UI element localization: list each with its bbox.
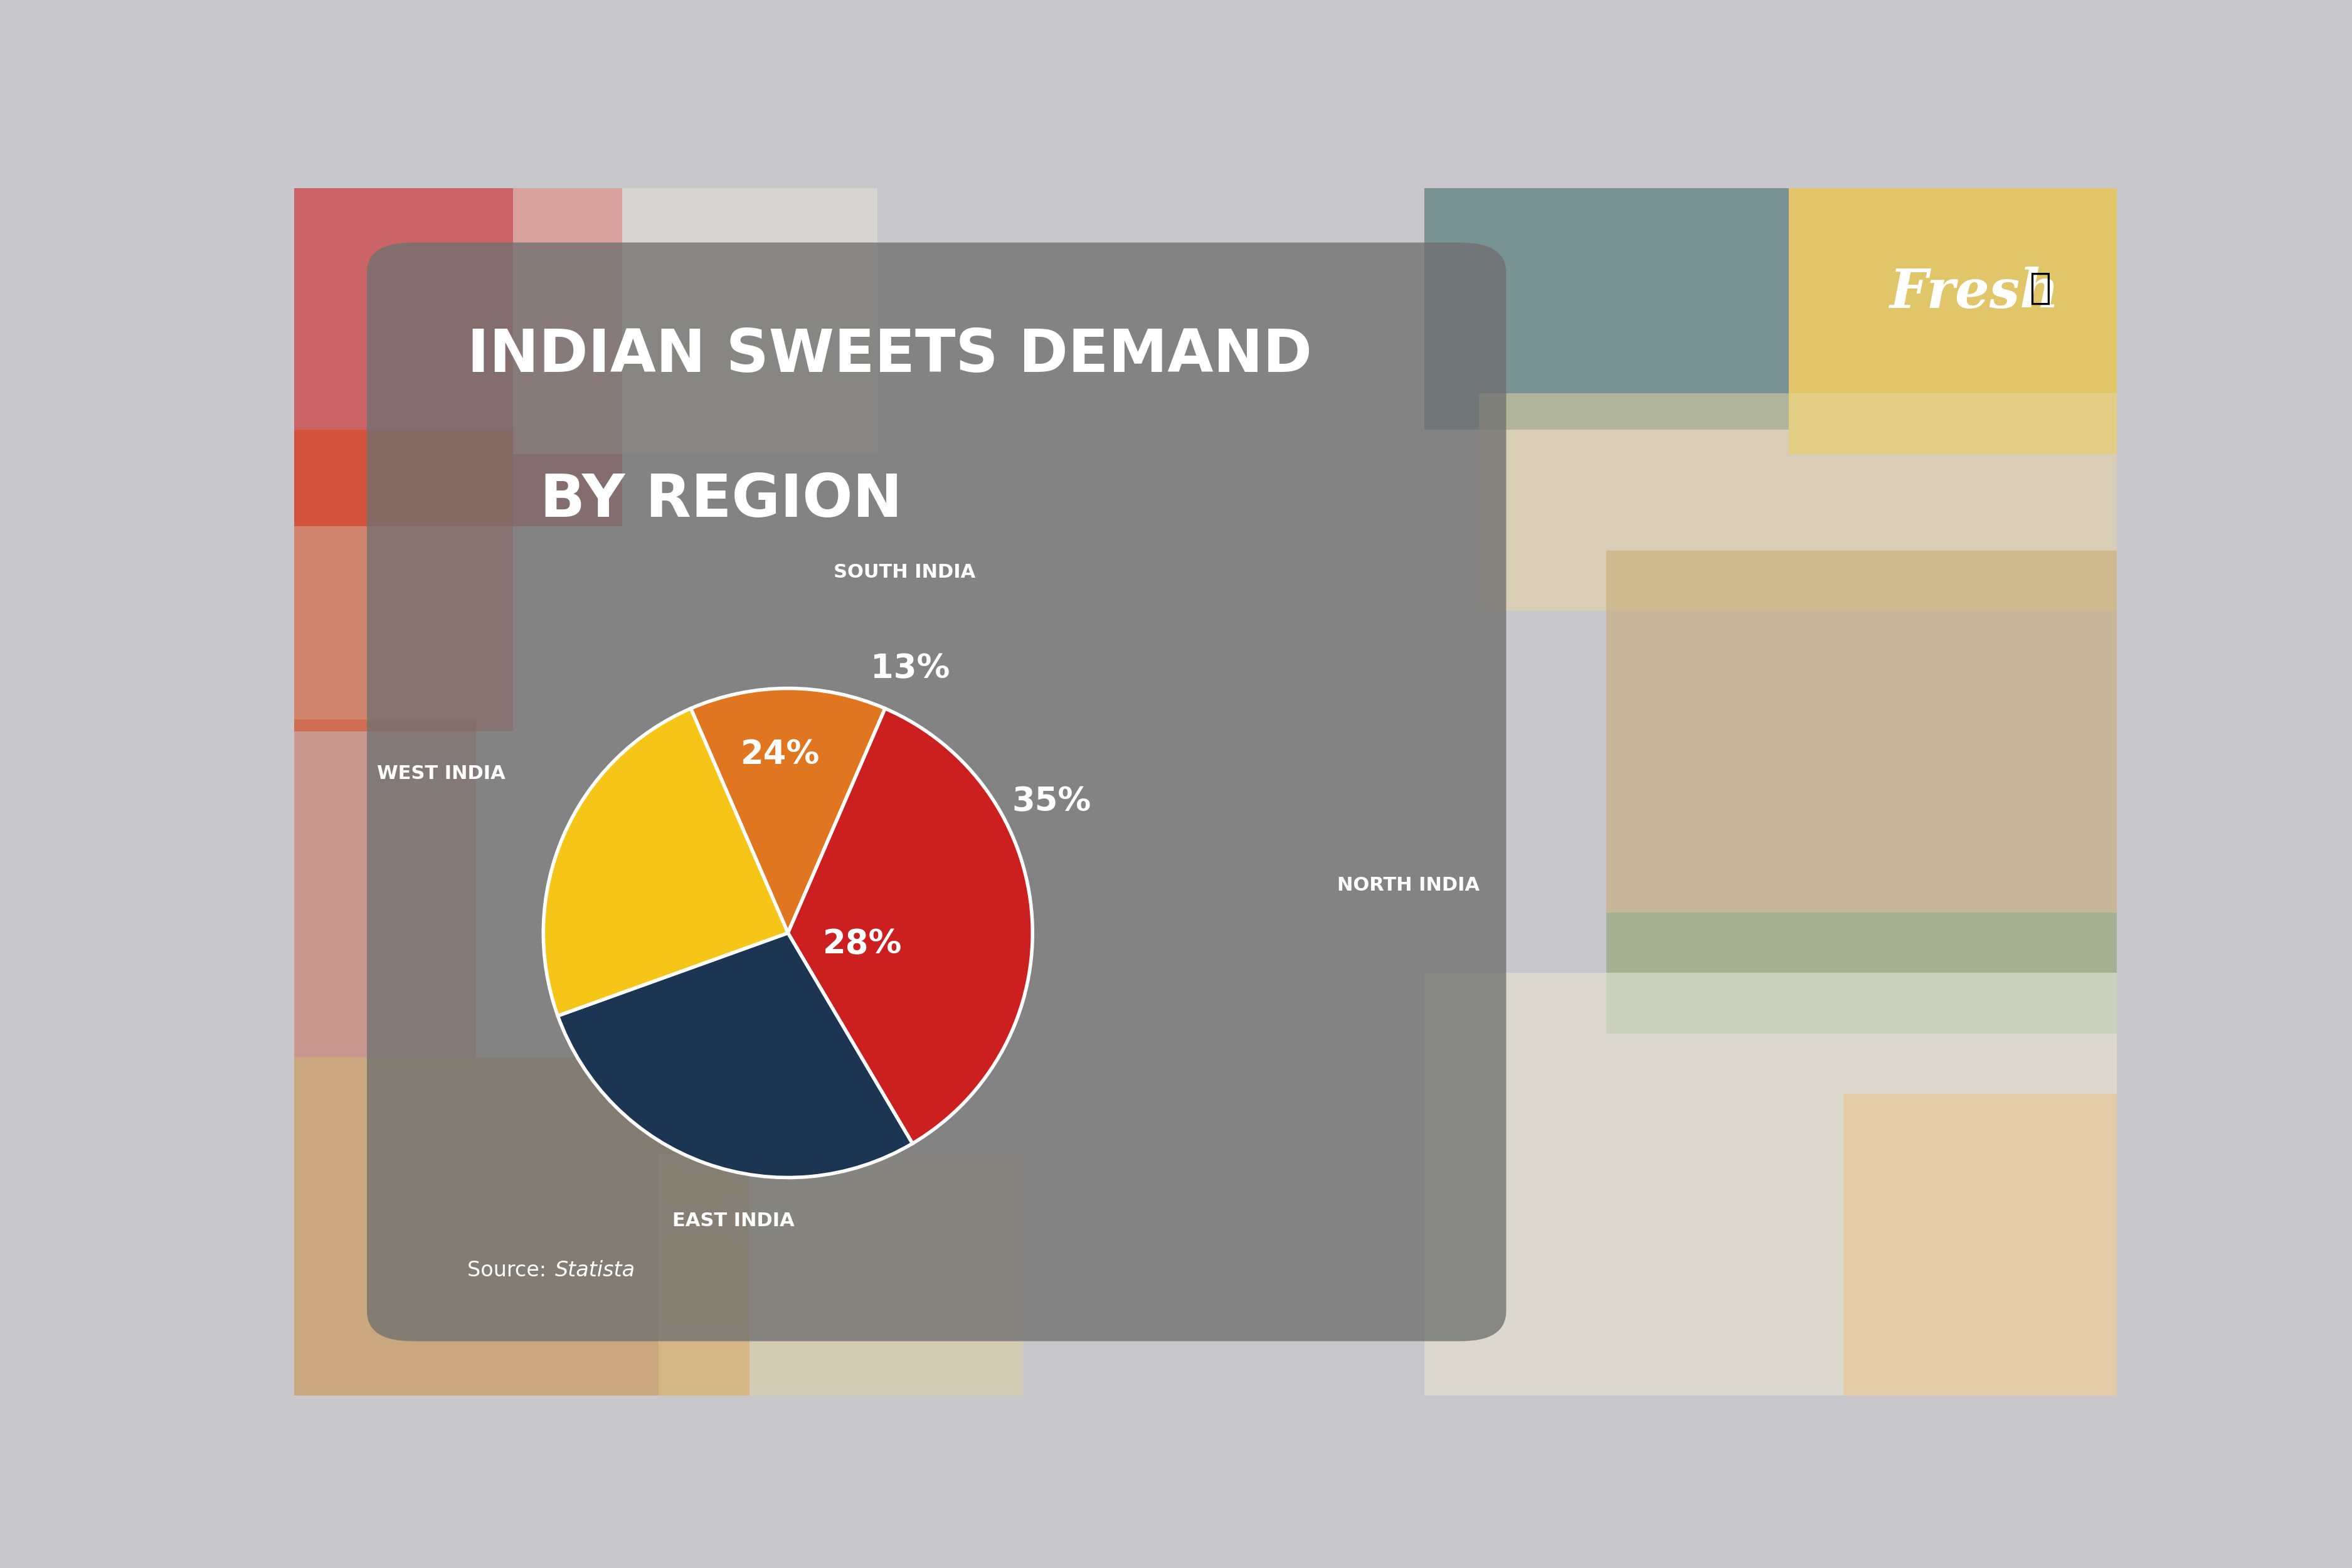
Bar	[294, 430, 513, 731]
Text: Source:: Source:	[468, 1261, 553, 1281]
Wedge shape	[557, 933, 913, 1178]
Bar	[294, 720, 475, 1057]
Text: 24%: 24%	[741, 739, 818, 770]
Wedge shape	[691, 688, 884, 933]
Bar	[1606, 913, 2117, 1033]
Text: 🍃: 🍃	[2030, 270, 2051, 306]
Bar	[1606, 550, 2117, 972]
Bar	[1844, 1094, 2117, 1396]
Bar	[1425, 972, 2117, 1396]
Bar	[1479, 394, 2117, 610]
Bar	[1790, 188, 2117, 453]
Text: 35%: 35%	[1011, 786, 1091, 818]
Text: 28%: 28%	[823, 928, 901, 961]
Text: SOUTH INDIA: SOUTH INDIA	[833, 563, 976, 582]
Text: EAST INDIA: EAST INDIA	[673, 1212, 795, 1231]
Bar	[294, 1057, 750, 1396]
Text: INDIAN SWEETS DEMAND: INDIAN SWEETS DEMAND	[468, 328, 1312, 384]
Text: 13%: 13%	[870, 652, 950, 685]
Wedge shape	[543, 709, 788, 1016]
Bar	[659, 1154, 1023, 1396]
Text: NORTH INDIA: NORTH INDIA	[1338, 877, 1479, 895]
Wedge shape	[788, 709, 1033, 1143]
FancyBboxPatch shape	[367, 243, 1505, 1341]
Text: Statista: Statista	[555, 1261, 635, 1281]
Text: Fresh: Fresh	[1889, 267, 2058, 318]
Text: BY REGION: BY REGION	[541, 472, 903, 530]
Bar	[1425, 188, 1790, 430]
Bar	[294, 188, 621, 527]
Bar	[513, 188, 877, 453]
Text: WEST INDIA: WEST INDIA	[376, 765, 506, 782]
